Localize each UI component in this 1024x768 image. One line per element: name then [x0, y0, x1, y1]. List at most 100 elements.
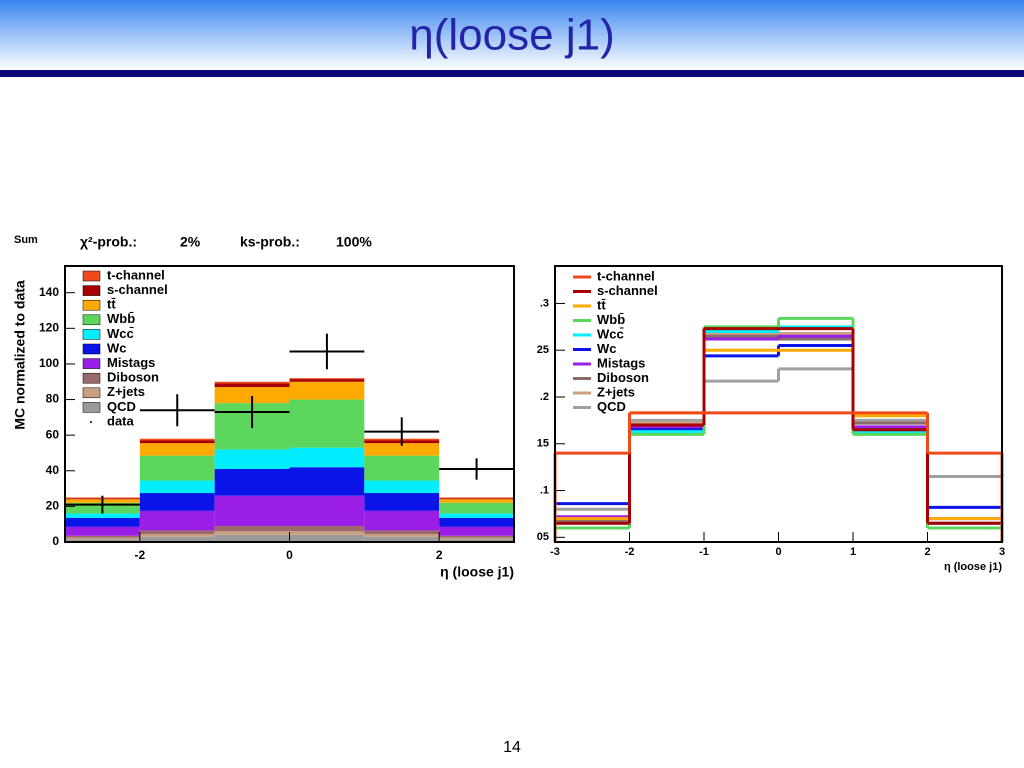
legend-label: Wcc̄ [597, 326, 624, 341]
legend-swatch [82, 270, 101, 282]
stack-segment [439, 502, 514, 514]
stack-segment [364, 455, 440, 481]
stack-segment [439, 535, 514, 538]
stack-segment [139, 536, 215, 542]
stack-segment [364, 530, 440, 534]
y-tick-label: .2 [540, 391, 549, 403]
legend-swatch [82, 387, 101, 399]
stack-segment [139, 533, 215, 537]
x-tick-label: -2 [625, 546, 635, 558]
x-tick-label: 0 [775, 546, 781, 558]
x-tick-label: 0 [286, 548, 293, 562]
annotation: 2% [180, 234, 201, 250]
header-rule [0, 70, 1024, 77]
stack-segment [65, 513, 140, 518]
stack-segment [289, 378, 365, 380]
x-tick-label: 3 [999, 546, 1005, 558]
stack-segment [364, 510, 440, 531]
stack-segment [139, 530, 215, 534]
stack-segment [214, 387, 290, 404]
y-tick-label: 100 [39, 356, 59, 370]
legend-label: Wc [597, 341, 617, 356]
y-tick-label: .3 [540, 297, 549, 309]
y-tick-label: 20 [46, 499, 60, 513]
stack-segment [65, 537, 140, 540]
legend-label: data [107, 413, 135, 428]
stack-segment [364, 443, 440, 456]
stack-segment [439, 539, 514, 542]
stack-segment [139, 438, 215, 441]
x-axis-label: η (loose j1) [944, 561, 1002, 573]
stack-segment [364, 536, 440, 542]
stack-segment [65, 539, 140, 542]
page-number: 14 [503, 739, 521, 756]
x-tick-label: 1 [850, 546, 856, 558]
legend-label: t-channel [107, 267, 165, 282]
legend-swatch [90, 421, 92, 423]
annotation: Sum [14, 234, 38, 246]
x-tick-label: 2 [436, 548, 443, 562]
legend-label: QCD [107, 399, 136, 414]
legend-swatch [82, 329, 101, 340]
stack-segment [139, 480, 215, 494]
stack-segment [364, 533, 440, 537]
stack-segment [214, 495, 290, 526]
header-band [0, 0, 1024, 70]
annotation: ks-prob.: [240, 234, 300, 250]
stack-segment [289, 447, 365, 468]
stack-segment [439, 497, 514, 499]
stack-segment [139, 443, 215, 456]
legend-label: Mistags [597, 355, 645, 370]
y-tick-label: 15 [537, 438, 549, 450]
legend-label: s-channel [107, 282, 168, 297]
legend-label: Diboson [107, 370, 159, 385]
y-tick-label: .1 [540, 484, 549, 496]
stack-segment [364, 480, 440, 494]
legend-label: Wcc̄ [107, 326, 134, 341]
legend-label: QCD [597, 399, 626, 414]
stack-segment [139, 493, 215, 511]
stack-segment [439, 517, 514, 527]
stack-segment [139, 440, 215, 444]
x-tick-label: -2 [134, 548, 145, 562]
stack-segment [289, 534, 365, 542]
y-tick-label: 05 [537, 531, 549, 543]
stack-segment [214, 381, 290, 384]
x-tick-label: 2 [924, 546, 930, 558]
stack-segment [289, 525, 365, 532]
legend-swatch [82, 285, 101, 296]
stack-segment [214, 534, 290, 542]
legend-label: Wc [107, 340, 127, 355]
y-tick-label: 120 [39, 320, 59, 334]
legend-label: t-channel [597, 268, 655, 283]
stack-segment [214, 525, 290, 532]
legend-label: Wbb̄ [107, 311, 135, 326]
slide-title: η(loose j1) [409, 11, 614, 60]
x-axis-label: η (loose j1) [440, 564, 514, 580]
legend-swatch [82, 372, 101, 384]
stack-segment [65, 517, 140, 527]
stack-segment [214, 383, 290, 388]
annotation: 100% [336, 234, 372, 250]
legend-swatch [82, 314, 101, 326]
stack-segment [289, 467, 365, 496]
legend-label: tt̄ [597, 297, 606, 312]
stack-segment [439, 513, 514, 518]
stack-segment [439, 526, 514, 536]
y-tick-label: 25 [537, 344, 549, 356]
legend-label: Z+jets [597, 384, 635, 399]
legend-label: Z+jets [107, 384, 145, 399]
stack-segment [65, 535, 140, 538]
stack-segment [214, 468, 290, 496]
annotation: χ²-prob.: [80, 234, 137, 250]
legend-label: Mistags [107, 355, 155, 370]
stack-segment [289, 531, 365, 535]
legend-label: Wbb̄ [597, 312, 625, 327]
stack-segment [214, 449, 290, 469]
legend-swatch [82, 343, 101, 355]
stack-segment [289, 495, 365, 526]
legend-swatch [82, 299, 101, 311]
y-tick-label: 80 [46, 392, 60, 406]
y-tick-label: 40 [46, 463, 60, 477]
